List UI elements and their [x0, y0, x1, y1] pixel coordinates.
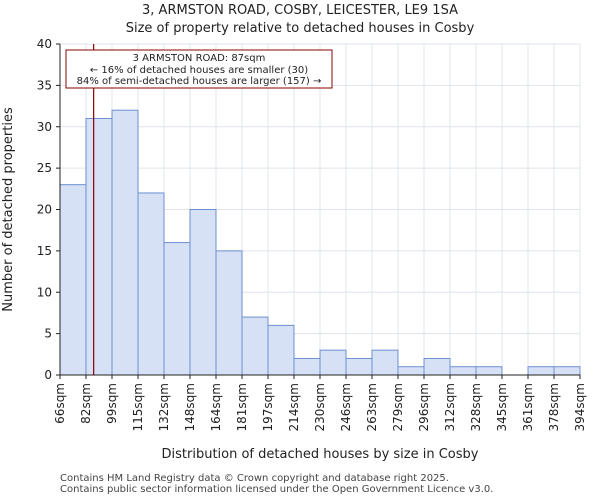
- footer-line-2: Contains public sector information licen…: [60, 484, 494, 495]
- x-tick-label: 181sqm: [235, 383, 249, 431]
- y-tick-label: 10: [37, 285, 52, 299]
- x-tick-label: 263sqm: [365, 383, 379, 431]
- bar: [189, 209, 217, 376]
- x-tick-label: 164sqm: [209, 383, 223, 431]
- y-tick-label: 20: [37, 203, 52, 217]
- x-tick-label: 361sqm: [521, 383, 535, 431]
- bar: [423, 357, 451, 376]
- axes: 0 5 10 15 20 25 30 35 40 66sqm 82sqm 99sqm 115sqm 132…: [37, 37, 587, 431]
- x-tick-label: 279sqm: [391, 383, 405, 431]
- bar: [59, 184, 87, 376]
- x-tick-label: 82sqm: [79, 383, 93, 424]
- chart-subtitle: Size of property relative to detached ho…: [125, 21, 475, 36]
- bar: [215, 250, 243, 376]
- bar: [527, 366, 555, 376]
- y-tick-label: 0: [44, 368, 52, 382]
- annotation: 3 ARMSTON ROAD: 87sqm ← 16% of detached …: [65, 49, 333, 89]
- y-tick-label: 15: [37, 244, 52, 258]
- y-tick-label: 30: [37, 120, 52, 134]
- x-tick-label: 230sqm: [313, 383, 327, 431]
- x-tick-label: 246sqm: [339, 383, 353, 431]
- x-tick-label: 66sqm: [53, 383, 67, 424]
- bar: [371, 349, 399, 376]
- y-tick-label: 5: [44, 327, 52, 341]
- bar: [267, 324, 295, 376]
- bar: [241, 316, 269, 376]
- bar: [293, 357, 321, 376]
- bar: [163, 242, 191, 376]
- x-tick-label: 132sqm: [157, 383, 171, 431]
- x-axis-label: Distribution of detached houses by size …: [162, 447, 479, 462]
- chart-title: 3, ARMSTON ROAD, COSBY, LEICESTER, LE9 1…: [142, 3, 458, 18]
- x-tick-label: 99sqm: [105, 383, 119, 424]
- bar: [397, 366, 425, 376]
- y-axis-label: Number of detached properties: [1, 107, 16, 312]
- bar: [319, 349, 347, 376]
- y-tick-label: 25: [37, 161, 52, 175]
- y-tick-label: 40: [37, 37, 52, 51]
- x-tick-label: 197sqm: [261, 383, 275, 431]
- x-tick-label: 214sqm: [287, 383, 301, 431]
- bars: [59, 109, 581, 376]
- bar: [111, 109, 139, 376]
- x-tick-label: 115sqm: [131, 383, 145, 431]
- bar: [345, 357, 373, 376]
- bar: [553, 366, 581, 376]
- bar: [449, 366, 477, 376]
- footer-line-1: Contains HM Land Registry data © Crown c…: [60, 473, 449, 484]
- y-tick-label: 35: [37, 78, 52, 92]
- bar: [475, 366, 503, 376]
- x-tick-label: 148sqm: [183, 383, 197, 431]
- bar: [85, 117, 113, 376]
- x-tick-label: 378sqm: [547, 383, 561, 431]
- x-tick-label: 328sqm: [469, 383, 483, 431]
- x-tick-label: 345sqm: [495, 383, 509, 431]
- x-tick-label: 312sqm: [443, 383, 457, 431]
- annotation-line-1: 3 ARMSTON ROAD: 87sqm: [133, 53, 266, 64]
- x-tick-label: 394sqm: [573, 383, 587, 431]
- annotation-line-2: ← 16% of detached houses are smaller (30…: [90, 65, 308, 76]
- annotation-line-3: 84% of semi-detached houses are larger (…: [77, 76, 322, 87]
- bar: [137, 192, 165, 376]
- annotation-box: [65, 49, 333, 89]
- x-tick-label: 296sqm: [417, 383, 431, 431]
